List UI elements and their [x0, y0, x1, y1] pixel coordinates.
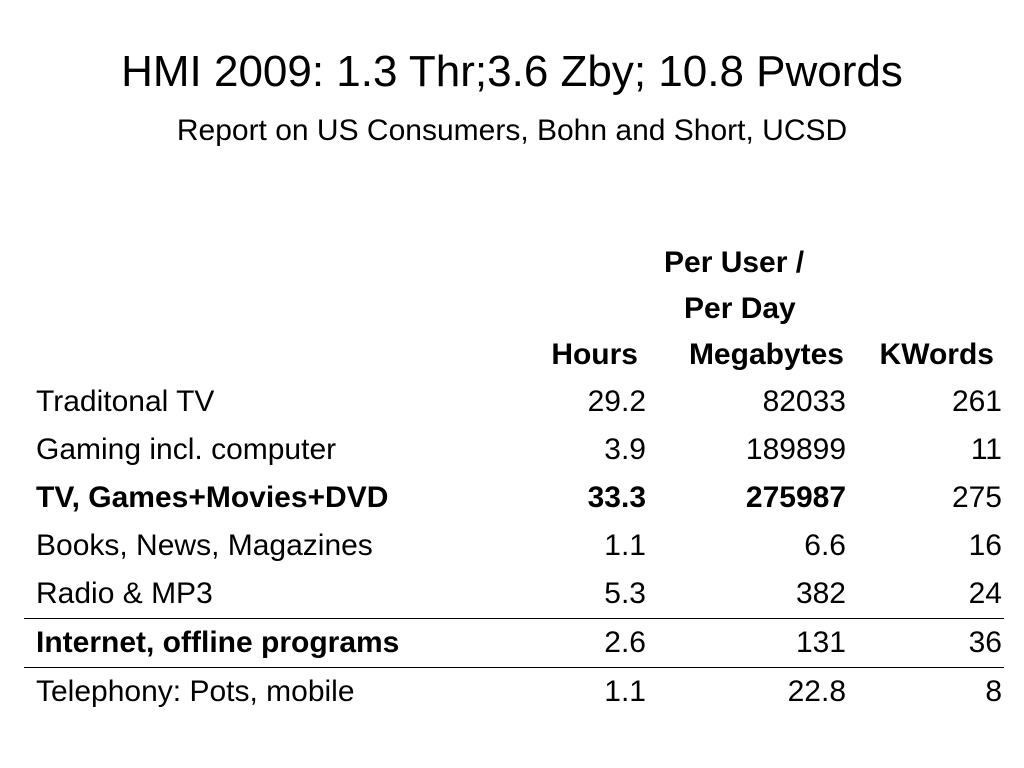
header-row-group-1: Per User / — [24, 240, 1004, 286]
row-label: Gaming incl. computer — [36, 433, 337, 466]
group-header-line-2: Per Day — [684, 292, 796, 325]
table-row-subtotal: TV, Games+Movies+DVD 33.3 275987 275 — [24, 474, 1004, 522]
megabytes-cell: 189899 — [745, 433, 846, 466]
group-header-line-1: Per User / — [664, 246, 805, 279]
megabytes-cell: 22.8 — [787, 675, 846, 708]
slide-subtitle: Report on US Consumers, Bohn and Short, … — [176, 114, 848, 147]
row-label: TV, Games+Movies+DVD — [36, 481, 389, 514]
hours-cell: 29.2 — [587, 385, 646, 418]
megabytes-cell: 382 — [795, 577, 846, 610]
row-label: Traditonal TV — [36, 385, 215, 418]
hours-cell: 3.9 — [604, 433, 646, 466]
column-header-hours: Hours — [551, 338, 638, 371]
megabytes-cell: 131 — [648, 618, 848, 668]
megabytes-cell: 6.6 — [804, 529, 846, 562]
slide-title: HMI 2009: 1.3 Thr;3.6 Zby; 10.8 Pwords — [121, 47, 903, 96]
header-blank — [24, 332, 462, 378]
row-label: Books, News, Magazines — [36, 529, 373, 562]
hours-cell: 33.3 — [587, 481, 646, 514]
header-blank — [24, 240, 462, 286]
column-header-megabytes: Megabytes — [688, 338, 844, 371]
kwords-cell: 36 — [848, 618, 1004, 668]
kwords-cell: 24 — [968, 577, 1002, 610]
table-row: Books, News, Magazines 1.1 6.6 16 — [24, 522, 1004, 570]
row-label: Telephony: Pots, mobile — [36, 675, 355, 708]
hours-cell: 5.3 — [604, 577, 646, 610]
header-row-group-2: Per Day — [24, 286, 1004, 332]
table-row-internet: Internet, offline programs 2.6 131 36 — [24, 618, 1004, 668]
kwords-cell: 275 — [951, 481, 1002, 514]
header-blank — [462, 240, 648, 286]
hours-cell: 1.1 — [604, 529, 646, 562]
header-blank — [462, 286, 648, 332]
table-row: Traditonal TV 29.2 82033 261 — [24, 378, 1004, 426]
row-label: Internet, offline programs — [24, 618, 462, 668]
row-label: Radio & MP3 — [36, 577, 213, 610]
table-row: Telephony: Pots, mobile 1.1 22.8 8 — [24, 668, 1004, 717]
media-consumption-table: Per User / Per Day Hours Megabytes KWord… — [24, 240, 1004, 716]
column-header-row: Hours Megabytes KWords — [24, 332, 1004, 378]
megabytes-cell: 275987 — [745, 481, 846, 514]
kwords-cell: 11 — [970, 433, 1002, 466]
hours-cell: 2.6 — [462, 618, 648, 668]
column-header-kwords: KWords — [879, 338, 994, 371]
kwords-cell: 8 — [985, 675, 1002, 708]
kwords-cell: 16 — [968, 529, 1002, 562]
megabytes-cell: 82033 — [762, 385, 846, 418]
hours-cell: 1.1 — [604, 675, 646, 708]
header-blank — [24, 286, 462, 332]
table-row: Gaming incl. computer 3.9 189899 11 — [24, 426, 1004, 474]
kwords-cell: 261 — [951, 385, 1002, 418]
table-row: Radio & MP3 5.3 382 24 — [24, 570, 1004, 619]
